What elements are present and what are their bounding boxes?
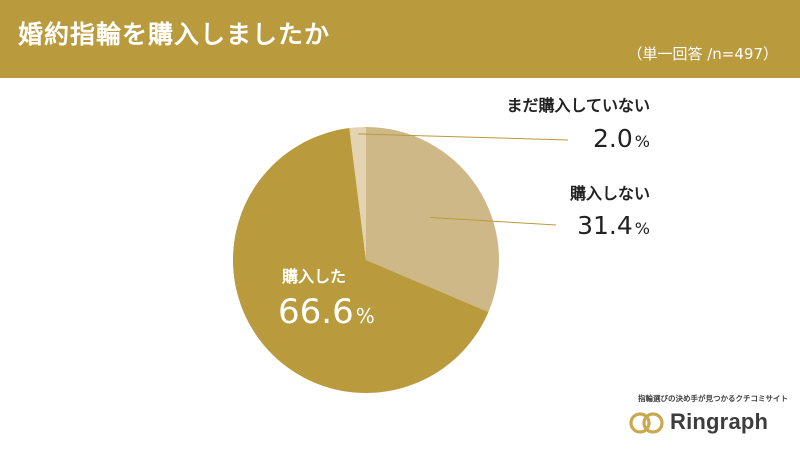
leader-line-not-purchased — [430, 216, 557, 226]
logo-tagline: 指輪選びの決め手が見つかるクチコミサイト — [638, 394, 788, 403]
value-not-yet-purchased: 2.0% — [593, 124, 650, 153]
slice-purchased — [233, 128, 489, 393]
logo-name: Ringraph — [670, 409, 769, 434]
page-subtitle: （単一回答 /n=497） — [627, 45, 778, 63]
ringraph-logo: 指輪選びの決め手が見つかるクチコミサイト Ringraph — [628, 393, 788, 443]
value-not-purchased: 31.4% — [577, 211, 650, 240]
label-purchased: 購入した — [281, 267, 346, 286]
slice-not-purchased — [366, 127, 499, 313]
label-not-purchased: 購入しない — [569, 184, 650, 203]
leader-line-not-yet-purchased — [358, 133, 569, 141]
header-bar: 婚約指輪を購入しましたか （単一回答 /n=497） — [0, 0, 800, 78]
slice-not-yet-purchased — [349, 127, 366, 260]
double-ring-icon — [629, 412, 664, 434]
value-purchased: 66.6% — [278, 292, 375, 332]
label-not-yet-purchased: まだ購入していない — [506, 96, 650, 115]
page-title: 婚約指輪を購入しましたか — [18, 20, 331, 49]
